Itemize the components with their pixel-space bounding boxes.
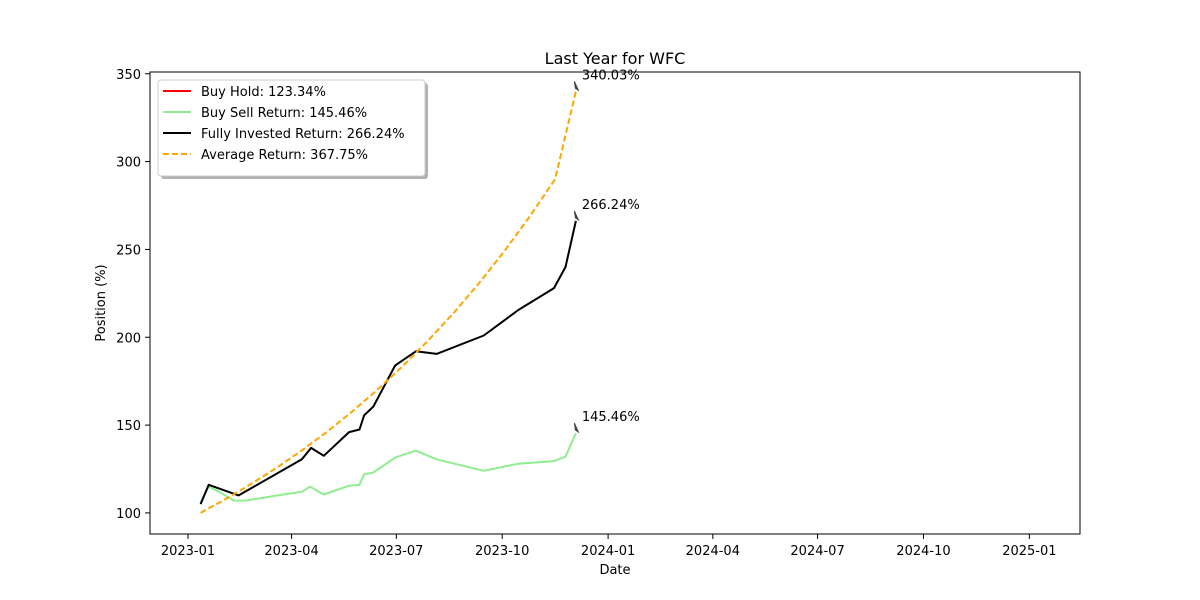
y-tick-label: 300: [116, 156, 141, 171]
legend-label: Buy Sell Return: 145.46%: [201, 106, 367, 121]
x-tick-label: 2024-01: [581, 544, 635, 559]
x-tick-label: 2024-10: [896, 544, 950, 559]
y-tick-label: 150: [116, 419, 141, 434]
y-axis-label: Position (%): [94, 264, 109, 341]
annotation-label: 266.24%: [582, 198, 640, 213]
legend-label: Average Return: 367.75%: [201, 148, 368, 163]
y-tick-label: 200: [116, 331, 141, 346]
legend-label: Fully Invested Return: 266.24%: [201, 127, 405, 142]
x-tick-label: 2023-04: [264, 544, 318, 559]
y-tick-label: 250: [116, 243, 141, 258]
y-tick-label: 350: [116, 68, 141, 83]
annotation-label: 145.46%: [582, 410, 640, 425]
legend: Buy Hold: 123.34% Buy Sell Return: 145.46…: [158, 80, 428, 179]
x-tick-label: 2025-01: [1002, 544, 1056, 559]
y-tick-label: 100: [116, 507, 141, 522]
x-tick-label: 2023-07: [369, 544, 423, 559]
chart-title: Last Year for WFC: [545, 49, 686, 68]
x-axis-label: Date: [599, 563, 630, 578]
x-tick-label: 2024-04: [686, 544, 740, 559]
annotation-label: 340.03%: [582, 68, 640, 83]
x-tick-label: 2024-07: [790, 544, 844, 559]
x-tick-label: 2023-01: [161, 544, 215, 559]
x-tick-label: 2023-10: [475, 544, 529, 559]
legend-label: Buy Hold: 123.34%: [201, 85, 326, 100]
